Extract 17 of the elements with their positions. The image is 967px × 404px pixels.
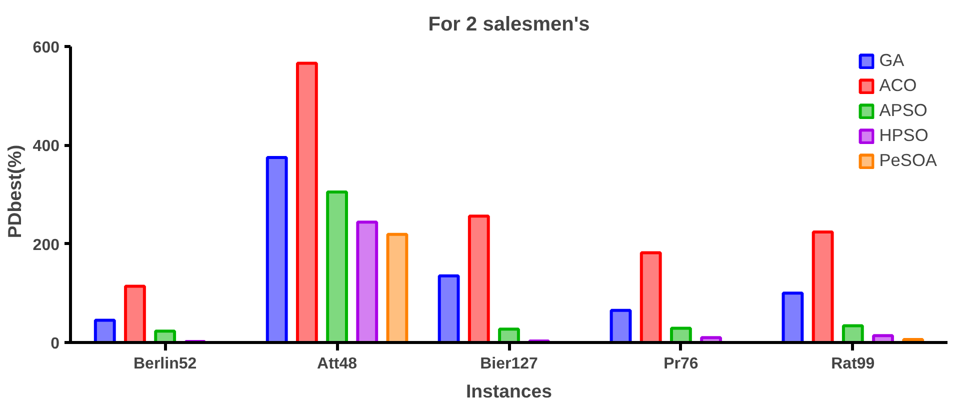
legend-label: GA [879, 50, 904, 71]
x-tick-label: Rat99 [831, 356, 875, 372]
x-tick-label: Bier127 [480, 356, 538, 372]
y-tick-label: 600 [32, 39, 60, 56]
legend-label: HPSO [879, 125, 928, 146]
y-tick-label: 200 [32, 236, 60, 254]
y-axis-title: PDbest(%) [4, 144, 25, 238]
x-tick-label: Att48 [317, 356, 358, 372]
chart-title: For 2 salesmen's [428, 14, 590, 36]
y-tick-label: 400 [32, 138, 60, 156]
x-tick-label: Pr76 [664, 356, 698, 372]
legend-label: ACO [879, 75, 917, 96]
x-tick-label: Berlin52 [134, 356, 197, 372]
x-axis-title: Instances [466, 380, 552, 402]
legend-label: APSO [879, 100, 928, 121]
legend-label: PeSOA [879, 150, 937, 171]
y-tick-label: 0 [50, 336, 60, 352]
